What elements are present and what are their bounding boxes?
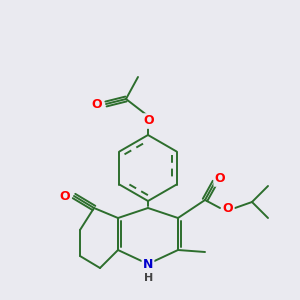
Text: H: H [144, 273, 154, 283]
Text: O: O [215, 172, 225, 185]
Text: O: O [223, 202, 233, 214]
Text: O: O [60, 190, 70, 202]
Text: O: O [92, 98, 102, 110]
Text: O: O [144, 115, 154, 128]
Text: N: N [143, 257, 153, 271]
